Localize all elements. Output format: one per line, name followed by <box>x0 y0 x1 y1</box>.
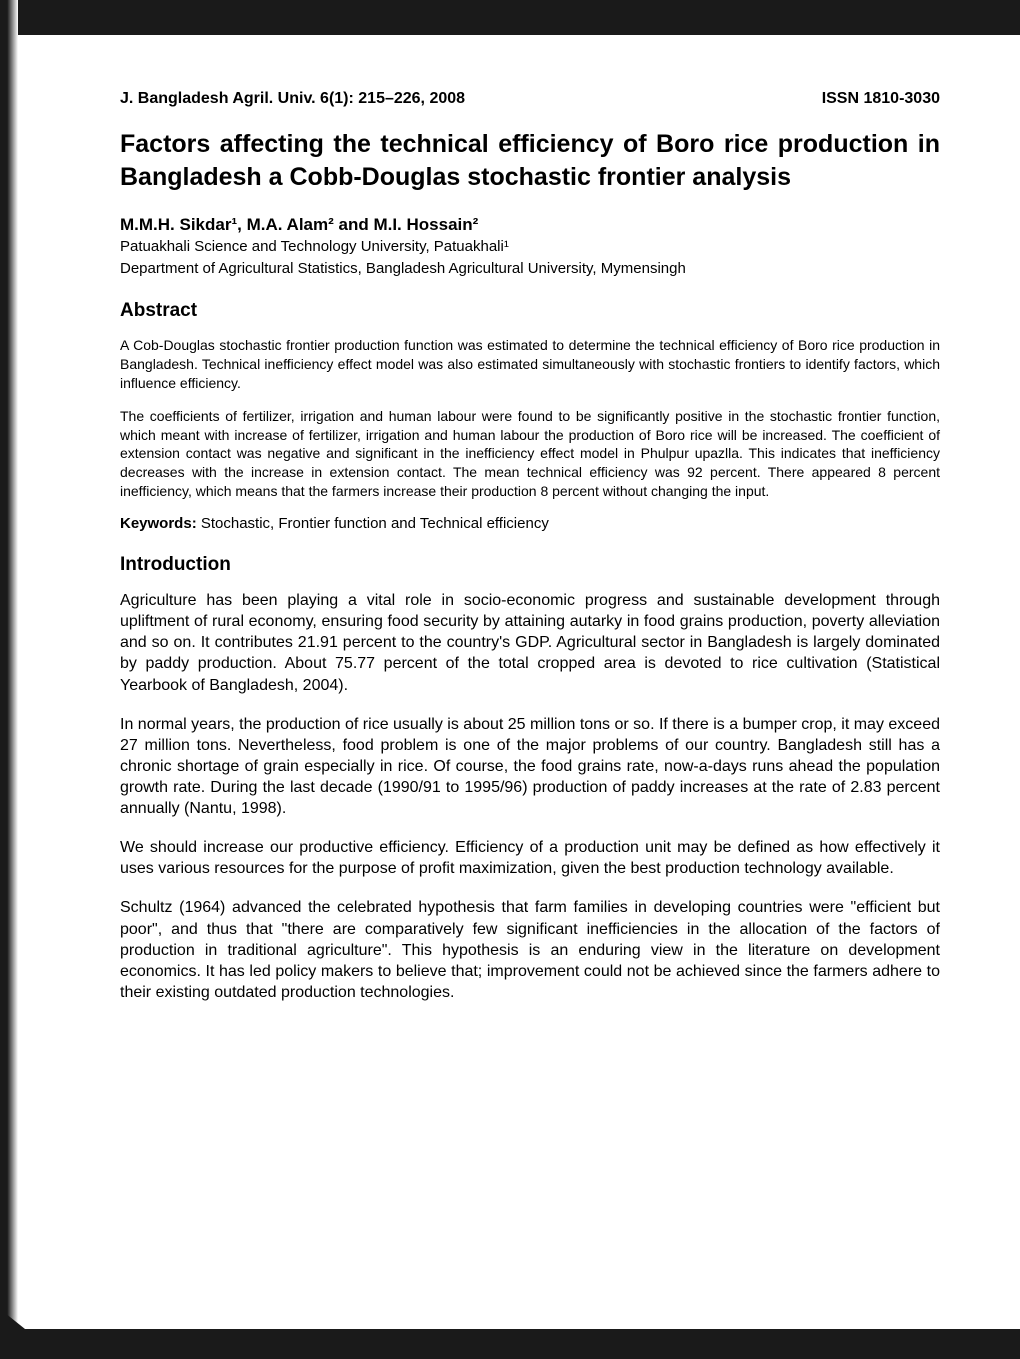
abstract-heading: Abstract <box>120 300 940 322</box>
introduction-paragraph: Agriculture has been playing a vital rol… <box>120 590 940 696</box>
scan-artifact-corner <box>0 1309 50 1349</box>
article-title: Factors affecting the technical efficien… <box>120 128 940 193</box>
issn-label: ISSN 1810-3030 <box>822 90 940 108</box>
affiliation-2: Department of Agricultural Statistics, B… <box>120 259 940 279</box>
authors-line: M.M.H. Sikdar¹, M.A. Alam² and M.I. Hoss… <box>120 215 940 235</box>
introduction-heading: Introduction <box>120 554 940 576</box>
introduction-paragraph: Schultz (1964) advanced the celebrated h… <box>120 897 940 1003</box>
keywords-line: Keywords: Stochastic, Frontier function … <box>120 515 940 532</box>
keywords-label: Keywords: <box>120 515 197 532</box>
introduction-paragraph: In normal years, the production of rice … <box>120 714 940 820</box>
abstract-paragraph: A Cob-Douglas stochastic frontier produc… <box>120 336 940 393</box>
journal-header: J. Bangladesh Agril. Univ. 6(1): 215–226… <box>120 90 940 108</box>
abstract-paragraph: The coefficients of fertilizer, irrigati… <box>120 407 940 501</box>
affiliation-1: Patuakhali Science and Technology Univer… <box>120 237 940 257</box>
page-content: J. Bangladesh Agril. Univ. 6(1): 215–226… <box>0 0 1020 1081</box>
introduction-paragraph: We should increase our productive effici… <box>120 837 940 879</box>
keywords-text: Stochastic, Frontier function and Techni… <box>197 515 549 532</box>
scan-artifact-bottom <box>0 1329 1020 1359</box>
journal-citation: J. Bangladesh Agril. Univ. 6(1): 215–226… <box>120 90 465 108</box>
